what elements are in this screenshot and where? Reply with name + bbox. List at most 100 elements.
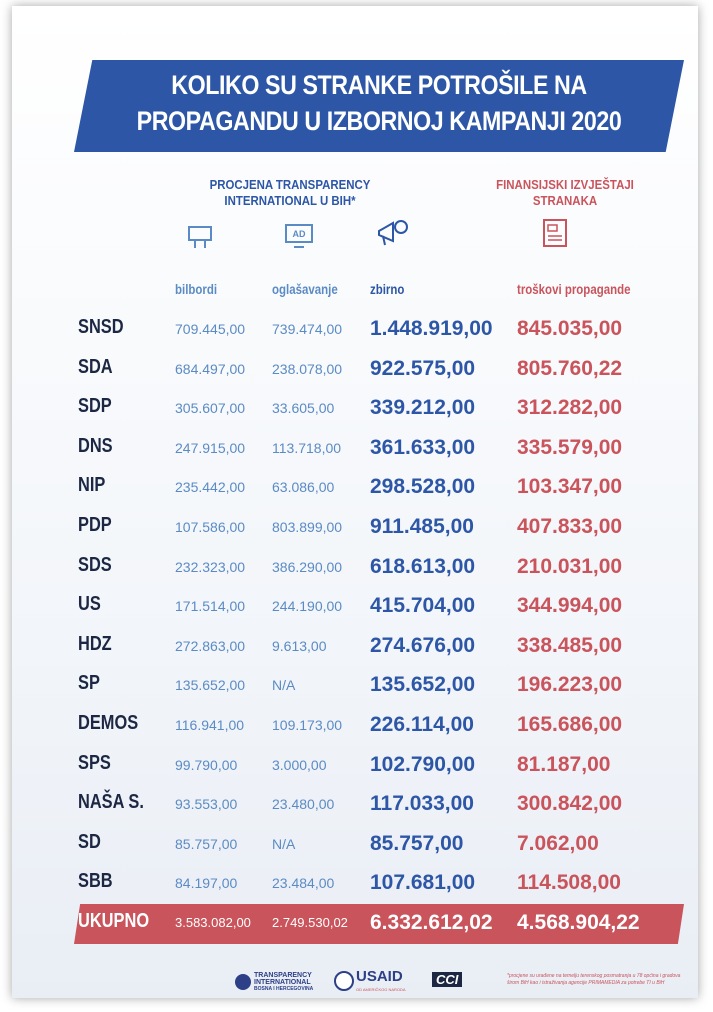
group-line: FINANSIJSKI IZVJEŠTAJI (496, 177, 634, 193)
cell: 803.899,00 (272, 519, 342, 535)
cell: 274.676,00 (370, 634, 475, 658)
party-name: SPS (78, 752, 111, 775)
cell: 407.833,00 (517, 515, 622, 539)
cell: 135.652,00 (370, 673, 475, 697)
ti-logo-mark (234, 973, 252, 991)
party-name: SDS (78, 554, 112, 577)
total-cell: 2.749.530,02 (272, 915, 348, 930)
cell: 113.718,00 (272, 440, 341, 456)
group-line: PROCJENA TRANSPARENCY (210, 177, 371, 193)
logo-text: TRANSPARENCY (254, 972, 313, 979)
cell: N/A (272, 836, 295, 852)
cell: 85.757,00 (370, 832, 463, 856)
party-name: SNSD (78, 316, 124, 339)
party-name: SDP (78, 395, 112, 418)
cell: 300.842,00 (517, 792, 622, 816)
ad-text: AD (293, 229, 306, 239)
cell: 845.035,00 (517, 317, 622, 341)
cell: 232.323,00 (175, 559, 245, 575)
cell: 298.528,00 (370, 475, 475, 499)
cell: 312.282,00 (517, 396, 622, 420)
cell: 272.863,00 (175, 638, 245, 654)
cell: 23.480,00 (272, 796, 334, 812)
cell: 33.605,00 (272, 400, 334, 416)
logo-text: OD AMERIČKOG NARODA (356, 983, 406, 996)
total-cell: 4.568.904,22 (517, 911, 640, 935)
column-header: bilbordi (175, 282, 217, 297)
title-banner: KOLIKO SU STRANKE POTROŠILE NA PROPAGAND… (74, 60, 684, 152)
cell: 338.485,00 (517, 634, 622, 658)
cell: 344.994,00 (517, 594, 622, 618)
cell: 107.586,00 (175, 519, 245, 535)
column-header: zbirno (370, 282, 404, 297)
cell: 63.086,00 (272, 479, 334, 495)
cell: 235.442,00 (175, 479, 245, 495)
party-name: SDA (78, 356, 113, 379)
party-name: DNS (78, 435, 113, 458)
party-name: NIP (78, 474, 105, 497)
cell: 107.681,00 (370, 871, 475, 895)
report-icon (539, 217, 571, 249)
cell: 244.190,00 (272, 598, 342, 614)
cell: 415.704,00 (370, 594, 475, 618)
ad-icon: AD (284, 222, 314, 250)
cell: 114.508,00 (517, 871, 621, 895)
party-name: SBB (78, 870, 113, 893)
total-cell: 6.332.612,02 (370, 911, 493, 935)
cell: 922.575,00 (370, 357, 475, 381)
party-name: DEMOS (78, 712, 138, 735)
cell: 247.915,00 (175, 440, 245, 456)
cell: 196.223,00 (517, 673, 622, 697)
party-name: SP (78, 672, 100, 695)
footnote-line: širom BiH kao i istraživanja agencije PR… (507, 980, 680, 987)
column-header: oglašavanje (272, 282, 338, 297)
party-name: US (78, 593, 101, 616)
cell: 99.790,00 (175, 757, 237, 773)
cell: 135.652,00 (175, 677, 245, 693)
cell: 102.790,00 (370, 753, 475, 777)
party-name: NAŠA S. (78, 791, 144, 814)
cell: 93.553,00 (175, 796, 237, 812)
logo-text: USAID (356, 970, 406, 983)
billboard-icon (187, 224, 215, 250)
party-name: HDZ (78, 633, 112, 656)
cell: 109.173,00 (272, 717, 342, 733)
cell: 1.448.919,00 (370, 317, 493, 341)
cell: 305.607,00 (175, 400, 245, 416)
megaphone-icon (375, 217, 409, 249)
cell: 911.485,00 (370, 515, 474, 539)
cell: 171.514,00 (175, 598, 245, 614)
cell: 739.474,00 (272, 321, 342, 337)
group-line: INTERNATIONAL U BIH* (210, 193, 371, 209)
cell: 226.114,00 (370, 713, 474, 737)
footnote-line: *procjene su urađene na temelju terensko… (507, 973, 680, 980)
poster: KOLIKO SU STRANKE POTROŠILE NA PROPAGAND… (12, 6, 698, 998)
cell: 709.445,00 (175, 321, 245, 337)
cell: 7.062,00 (517, 832, 599, 856)
cell: 684.497,00 (175, 361, 245, 377)
cell: 117.033,00 (370, 792, 474, 816)
total-cell: 3.583.082,00 (175, 915, 251, 930)
usaid-seal (334, 971, 354, 991)
cell: 9.613,00 (272, 638, 327, 654)
cell: 210.031,00 (517, 555, 622, 579)
total-label: UKUPNO (78, 910, 149, 933)
cell: 116.941,00 (175, 717, 244, 733)
group-line: STRANAKA (496, 193, 634, 209)
cell: 81.187,00 (517, 753, 610, 777)
cell: 23.484,00 (272, 875, 334, 891)
cell: 805.760,22 (517, 357, 622, 381)
cell: 361.633,00 (370, 436, 475, 460)
cell: 85.757,00 (175, 836, 237, 852)
page: KOLIKO SU STRANKE POTROŠILE NA PROPAGAND… (0, 0, 713, 1012)
logo-text: INTERNATIONAL (254, 979, 313, 986)
cell: 84.197,00 (175, 875, 237, 891)
column-header: troškovi propagande (517, 282, 631, 297)
cci-logo: CCI (432, 972, 462, 987)
party-name: PDP (78, 514, 112, 537)
cell: 335.579,00 (517, 436, 622, 460)
